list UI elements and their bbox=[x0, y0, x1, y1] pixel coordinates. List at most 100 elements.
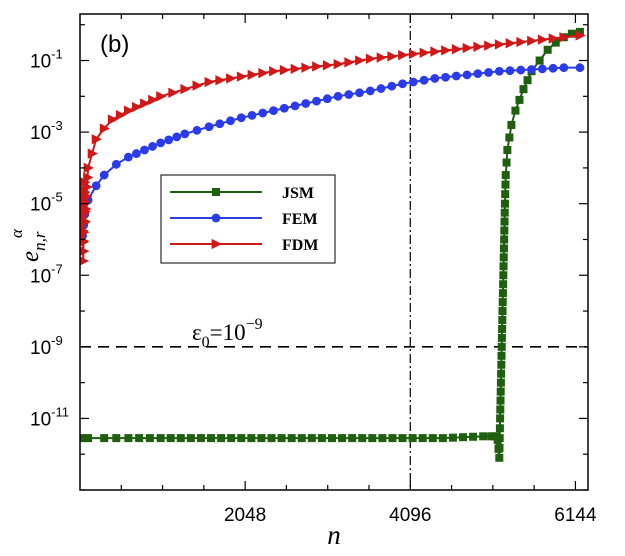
fdm-marker bbox=[83, 172, 94, 183]
jsm-marker bbox=[368, 434, 377, 443]
jsm-point bbox=[497, 342, 506, 351]
jsm-point bbox=[519, 85, 528, 94]
jsm-point bbox=[501, 171, 510, 180]
jsm-marker bbox=[498, 324, 507, 333]
jsm-marker bbox=[176, 434, 185, 443]
jsm-marker bbox=[498, 315, 507, 324]
fdm-marker bbox=[80, 246, 90, 257]
fdm-point bbox=[107, 114, 119, 125]
fdm-point bbox=[301, 62, 312, 73]
fem-marker bbox=[537, 64, 547, 74]
fdm-marker bbox=[473, 41, 484, 52]
x-axis-label: n bbox=[327, 520, 341, 550]
fem-marker bbox=[355, 88, 364, 98]
jsm-marker bbox=[500, 217, 509, 226]
fem-point bbox=[365, 86, 375, 96]
fdm-point bbox=[204, 76, 215, 88]
jsm-marker bbox=[257, 434, 266, 443]
legend-circle-icon bbox=[211, 213, 221, 223]
fdm-marker bbox=[148, 94, 159, 106]
fdm-marker bbox=[258, 67, 269, 79]
y-tick-label: 10-5 bbox=[30, 190, 63, 216]
fem-marker bbox=[451, 71, 461, 81]
jsm-marker bbox=[297, 434, 306, 443]
jsm-marker bbox=[338, 434, 347, 443]
fdm-marker bbox=[279, 64, 291, 76]
jsm-point bbox=[500, 199, 509, 208]
jsm-point bbox=[543, 45, 552, 54]
fdm-marker bbox=[312, 61, 323, 72]
fdm-point bbox=[269, 66, 280, 77]
fdm-point bbox=[559, 32, 570, 43]
fem-marker bbox=[279, 103, 289, 113]
fdm-marker bbox=[215, 75, 226, 86]
fdm-point bbox=[180, 84, 191, 95]
fem-marker bbox=[548, 63, 558, 73]
fem-point bbox=[430, 74, 440, 83]
fdm-point bbox=[236, 71, 248, 82]
x-tick-label: 4096 bbox=[389, 505, 431, 526]
jsm-marker bbox=[497, 351, 506, 360]
jsm-point bbox=[503, 145, 512, 154]
series-fem bbox=[80, 63, 585, 241]
legend-item-jsm: JSM bbox=[170, 185, 314, 202]
jsm-point bbox=[495, 453, 504, 462]
fem-marker bbox=[322, 94, 332, 104]
fdm-point bbox=[123, 105, 135, 116]
fem-marker bbox=[516, 65, 526, 75]
jsm-marker bbox=[495, 443, 504, 452]
jsm-marker bbox=[135, 434, 144, 443]
fdm-point bbox=[91, 134, 103, 145]
fdm-marker bbox=[168, 87, 179, 98]
fem-point bbox=[91, 181, 101, 191]
fem-point bbox=[140, 145, 149, 155]
fem-point bbox=[333, 91, 343, 101]
fdm-marker bbox=[419, 47, 430, 58]
fdm-marker bbox=[82, 181, 93, 193]
jsm-marker bbox=[448, 433, 457, 442]
fem-point bbox=[269, 106, 278, 116]
fem-point bbox=[156, 138, 166, 148]
legend-item-fem: FEM bbox=[170, 211, 318, 228]
jsm-point bbox=[535, 56, 544, 65]
fdm-marker bbox=[408, 48, 420, 60]
legend-label: JSM bbox=[282, 185, 314, 202]
jsm-marker bbox=[207, 434, 216, 443]
jsm-marker bbox=[498, 298, 507, 307]
fem-point bbox=[559, 63, 569, 73]
jsm-marker bbox=[495, 424, 504, 433]
jsm-point bbox=[124, 434, 133, 443]
jsm-marker bbox=[378, 434, 387, 443]
fdm-marker bbox=[516, 36, 527, 48]
fdm-marker bbox=[290, 63, 301, 75]
jsm-point bbox=[498, 307, 507, 316]
jsm-point bbox=[438, 434, 447, 443]
jsm-marker bbox=[502, 158, 511, 167]
fdm-marker bbox=[484, 40, 495, 51]
fem-marker bbox=[226, 116, 235, 126]
fdm-marker bbox=[537, 34, 549, 45]
fdm-point bbox=[99, 123, 111, 134]
fem-marker bbox=[408, 77, 418, 87]
fdm-marker bbox=[441, 45, 452, 56]
jsm-marker bbox=[459, 433, 468, 442]
jsm-point bbox=[511, 106, 520, 115]
jsm-marker bbox=[247, 434, 256, 443]
fem-marker bbox=[505, 66, 515, 76]
fem-marker bbox=[441, 72, 450, 82]
jsm-marker bbox=[497, 360, 506, 369]
threshold-epsilon: ε bbox=[192, 320, 202, 345]
legend-triangle-icon bbox=[211, 238, 222, 250]
threshold-power: −9 bbox=[246, 316, 263, 333]
jsm-point bbox=[507, 120, 516, 129]
y-tick-label: 10-3 bbox=[30, 118, 63, 144]
jsm-marker bbox=[388, 434, 397, 443]
ylabel-superscript: α bbox=[7, 228, 26, 238]
fdm-point bbox=[156, 91, 167, 102]
fem-marker bbox=[247, 111, 257, 120]
fdm-marker bbox=[226, 73, 237, 84]
jsm-point bbox=[277, 434, 286, 443]
fem-point bbox=[204, 122, 214, 132]
fem-marker bbox=[473, 69, 483, 79]
